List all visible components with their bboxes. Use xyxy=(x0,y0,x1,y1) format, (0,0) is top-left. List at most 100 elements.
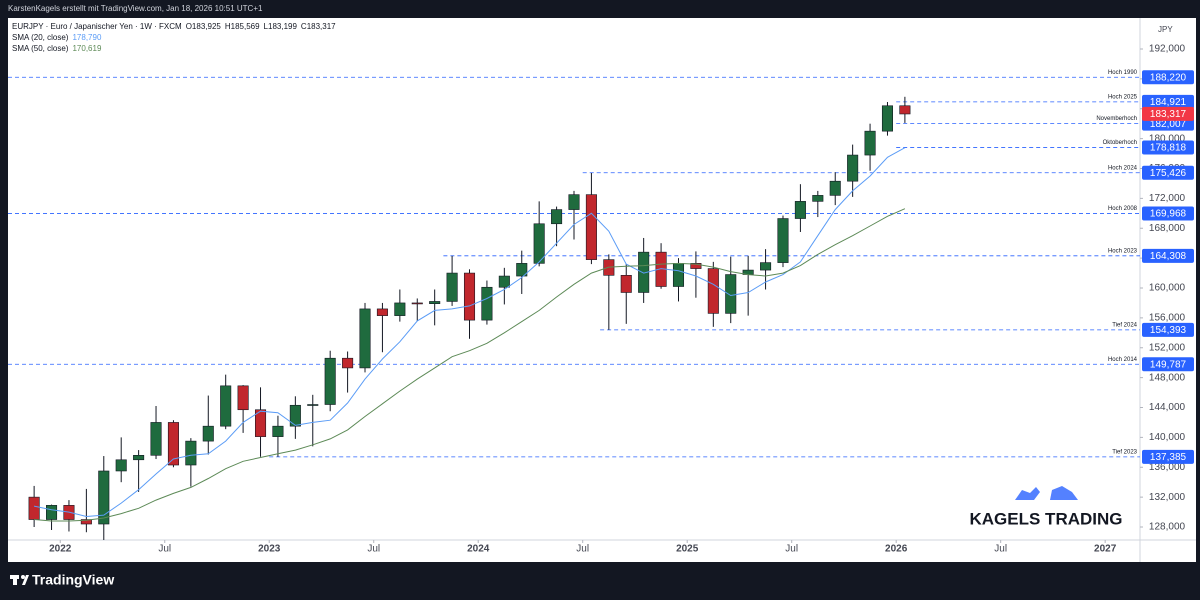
candle-body xyxy=(777,218,789,263)
y-tick-label: 152,000 xyxy=(1149,342,1186,353)
currency-label: JPY xyxy=(1158,25,1173,34)
candle-body xyxy=(115,459,127,472)
bottom-bar xyxy=(0,562,1200,600)
y-tick-label: 168,000 xyxy=(1149,223,1186,234)
candle-body xyxy=(167,422,179,466)
level-price-box xyxy=(1142,449,1194,464)
right-border xyxy=(1196,18,1200,562)
footer-brand: TradingView xyxy=(32,572,114,588)
brand-logo: KAGELS TRADING xyxy=(970,486,1123,528)
level-name: Hoch 2023 xyxy=(1108,248,1138,254)
level-name: Novemberhoch xyxy=(1096,116,1137,122)
level-price-label: 184,921 xyxy=(1150,97,1187,108)
candle-body xyxy=(28,496,40,520)
level-price-box xyxy=(1142,206,1194,221)
sma-legend: SMA (20, close) 178,790 xyxy=(12,33,102,42)
level-price-label: 149,787 xyxy=(1150,359,1187,370)
x-tick-label: Jul xyxy=(367,544,380,555)
level-price-box xyxy=(1142,165,1194,180)
level-name: Hoch 1990 xyxy=(1108,70,1138,76)
level-name: Tief 2023 xyxy=(1112,449,1137,455)
level-name: Hoch 2025 xyxy=(1108,94,1138,100)
sma-value: 170,619 xyxy=(72,44,101,53)
ohlc-value: C183,317 xyxy=(301,22,336,31)
sma-name: SMA (20, close) xyxy=(12,33,69,42)
level-price-label: 164,308 xyxy=(1150,251,1187,262)
level-price-label: 178,818 xyxy=(1150,143,1187,154)
candle-body xyxy=(237,385,249,411)
candle-body xyxy=(307,404,319,406)
candle-body xyxy=(324,357,336,405)
candle-body xyxy=(812,195,824,202)
sma-name: SMA (50, close) xyxy=(12,44,69,53)
candle-body xyxy=(133,455,145,461)
candle-body xyxy=(463,272,476,321)
candle-body xyxy=(429,301,441,304)
overlay: EURJPY · Euro / Japanischer Yen · 1W · F… xyxy=(12,22,1194,555)
candle-body xyxy=(254,409,267,437)
level-price-label: 188,220 xyxy=(1150,72,1187,83)
level-name: Tief 2024 xyxy=(1112,322,1137,328)
level-name: Oktoberhoch xyxy=(1103,140,1137,146)
candle-body xyxy=(150,422,162,456)
candle-body xyxy=(672,263,685,287)
y-tick-label: 180,000 xyxy=(1149,133,1186,144)
sma-line xyxy=(33,147,906,518)
symbol-legend: EURJPY · Euro / Japanischer Yen · 1W · F… xyxy=(12,22,336,31)
x-tick-label: Jul xyxy=(785,544,798,555)
left-border xyxy=(0,18,8,562)
candle-body xyxy=(185,440,197,466)
x-tick-label: 2024 xyxy=(467,544,490,555)
candle-body xyxy=(220,385,232,427)
level-price-box xyxy=(1142,70,1194,85)
plot-area: Hoch 1990 Hoch 2025 Novemberhoch Oktoberhoc… xyxy=(8,70,1140,540)
level-price-label: 169,968 xyxy=(1150,209,1187,220)
y-tick-label: 148,000 xyxy=(1149,372,1186,383)
candle-body xyxy=(829,180,841,196)
y-tick-label: 172,000 xyxy=(1149,193,1186,204)
x-tick-label: Jul xyxy=(158,544,171,555)
candle-body xyxy=(620,275,632,293)
candle-body xyxy=(359,308,371,369)
candle-body xyxy=(864,130,876,156)
level-price-label: 137,385 xyxy=(1150,452,1187,463)
sma-value: 178,790 xyxy=(72,33,101,42)
tv-logo xyxy=(10,575,29,585)
candle-body xyxy=(585,194,597,260)
ohlc-value: H185,569 xyxy=(225,22,260,31)
level-price-label: 175,426 xyxy=(1150,168,1187,179)
candle-body xyxy=(794,201,806,219)
candle-body xyxy=(481,286,493,321)
symbol-title: EURJPY · Euro / Japanischer Yen · 1W · F… xyxy=(12,22,182,31)
candle-body xyxy=(272,425,284,437)
candle-body xyxy=(568,194,580,210)
top-bar xyxy=(0,0,1200,18)
candle-body xyxy=(725,274,737,314)
level-name: Hoch 2008 xyxy=(1108,206,1138,212)
level-name: Hoch 2014 xyxy=(1108,357,1138,363)
x-tick-label: 2022 xyxy=(49,544,72,555)
candle-body xyxy=(46,505,58,520)
candle-body xyxy=(881,105,894,132)
candle-body xyxy=(847,154,859,182)
y-tick-label: 136,000 xyxy=(1149,462,1186,473)
x-tick-label: 2026 xyxy=(885,544,908,555)
brand-text: KAGELS TRADING xyxy=(970,509,1123,528)
candle-body xyxy=(376,308,388,316)
candle-body xyxy=(707,268,719,314)
x-tick-label: Jul xyxy=(994,544,1007,555)
level-price-box xyxy=(1142,140,1194,155)
x-tick-label: 2027 xyxy=(1094,544,1117,555)
candle-body xyxy=(516,263,528,277)
y-tick-label: 156,000 xyxy=(1149,313,1186,324)
candle-body xyxy=(98,470,110,525)
level-name: Hoch 2024 xyxy=(1108,165,1138,171)
ohlc-value: O183,925 xyxy=(186,22,222,31)
candle-body xyxy=(342,357,354,369)
candle-body xyxy=(638,251,650,293)
candle-body xyxy=(760,262,772,271)
candle-body xyxy=(394,302,406,316)
candle-body xyxy=(533,223,545,264)
